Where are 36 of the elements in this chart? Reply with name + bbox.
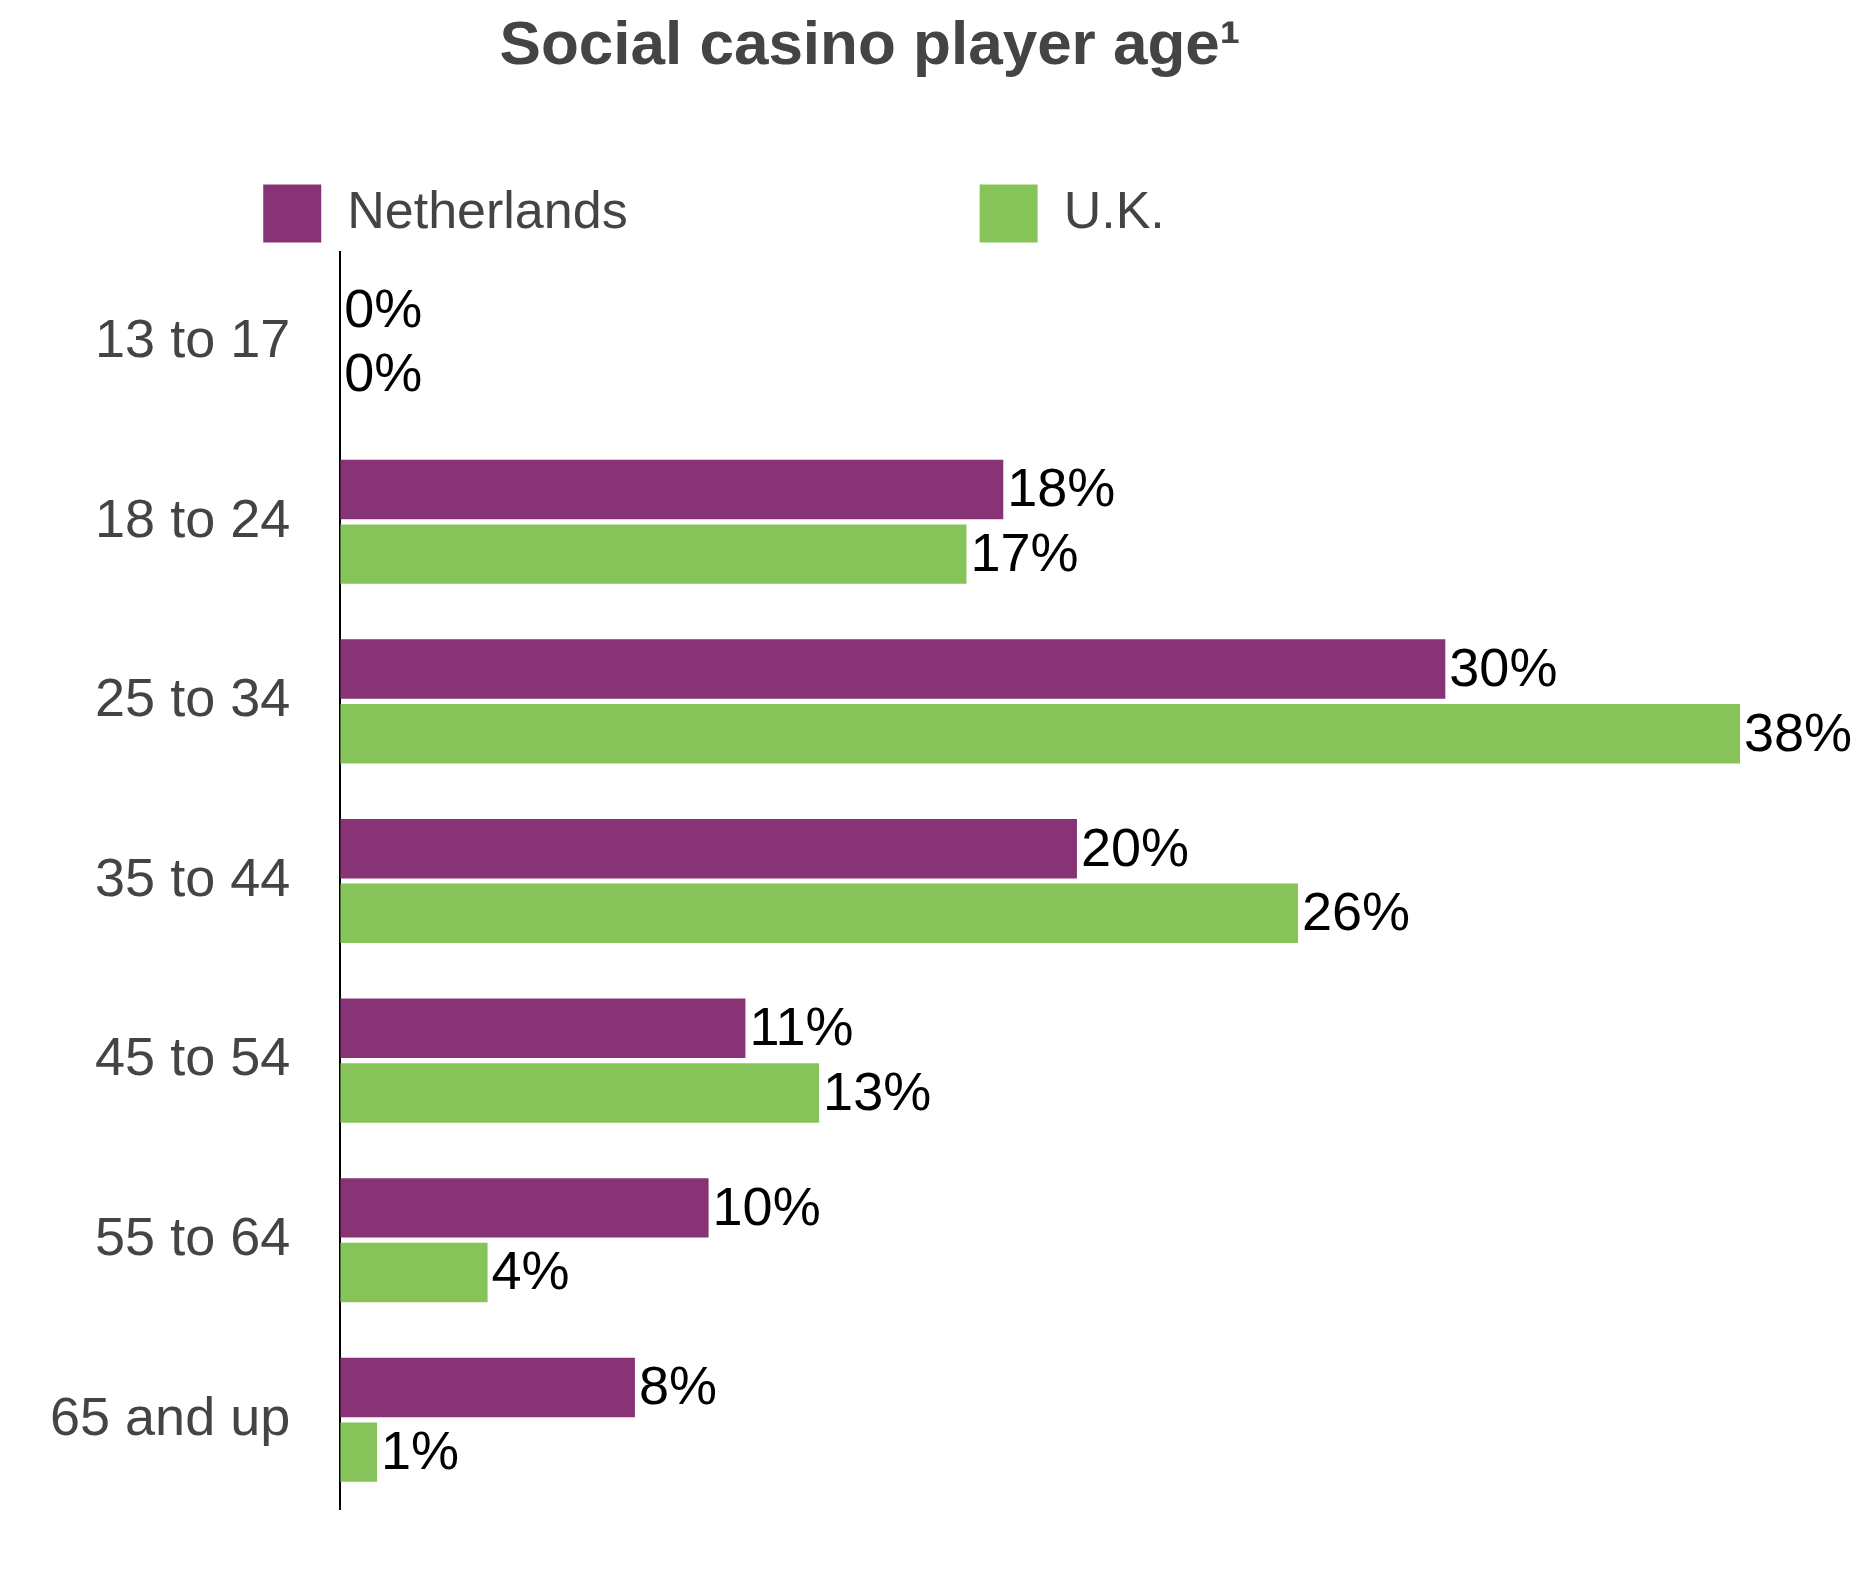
data-label: 38% xyxy=(1744,701,1853,762)
bar xyxy=(340,524,967,584)
data-label: 17% xyxy=(970,522,1079,583)
bar xyxy=(340,459,1004,520)
data-label: 8% xyxy=(638,1355,717,1416)
bar xyxy=(340,1063,820,1123)
data-label: 11% xyxy=(749,996,854,1057)
bar xyxy=(340,1178,709,1238)
data-label: 13% xyxy=(823,1060,932,1121)
bar xyxy=(340,1357,635,1418)
data-label: 10% xyxy=(712,1175,821,1236)
data-label: 18% xyxy=(1007,457,1116,518)
y-tick-label: 35 to 44 xyxy=(95,846,291,907)
data-label: 0% xyxy=(344,277,423,338)
data-label: 0% xyxy=(344,342,423,403)
legend-label: Netherlands xyxy=(347,180,940,239)
bar xyxy=(340,818,1077,879)
y-tick-label: 65 and up xyxy=(50,1385,291,1446)
bar xyxy=(340,883,1298,944)
y-tick-label: 18 to 24 xyxy=(95,487,291,548)
y-tick-label: 45 to 54 xyxy=(95,1026,291,1087)
bar xyxy=(340,998,746,1059)
data-label: 1% xyxy=(381,1420,460,1481)
data-label: 30% xyxy=(1449,636,1558,697)
y-tick-label: 13 to 17 xyxy=(95,308,291,369)
bar xyxy=(340,1242,488,1303)
y-tick-label: 55 to 64 xyxy=(95,1206,291,1267)
legend-label: U.K. xyxy=(1063,180,1477,239)
bar xyxy=(340,1422,378,1482)
data-label: 20% xyxy=(1080,816,1190,877)
y-tick-label: 25 to 34 xyxy=(95,667,291,728)
chart-title: Social casino player age¹ xyxy=(499,8,1241,78)
data-label: 26% xyxy=(1301,881,1411,942)
bar xyxy=(340,639,1446,699)
data-label: 4% xyxy=(491,1240,570,1301)
bar xyxy=(340,703,1740,764)
